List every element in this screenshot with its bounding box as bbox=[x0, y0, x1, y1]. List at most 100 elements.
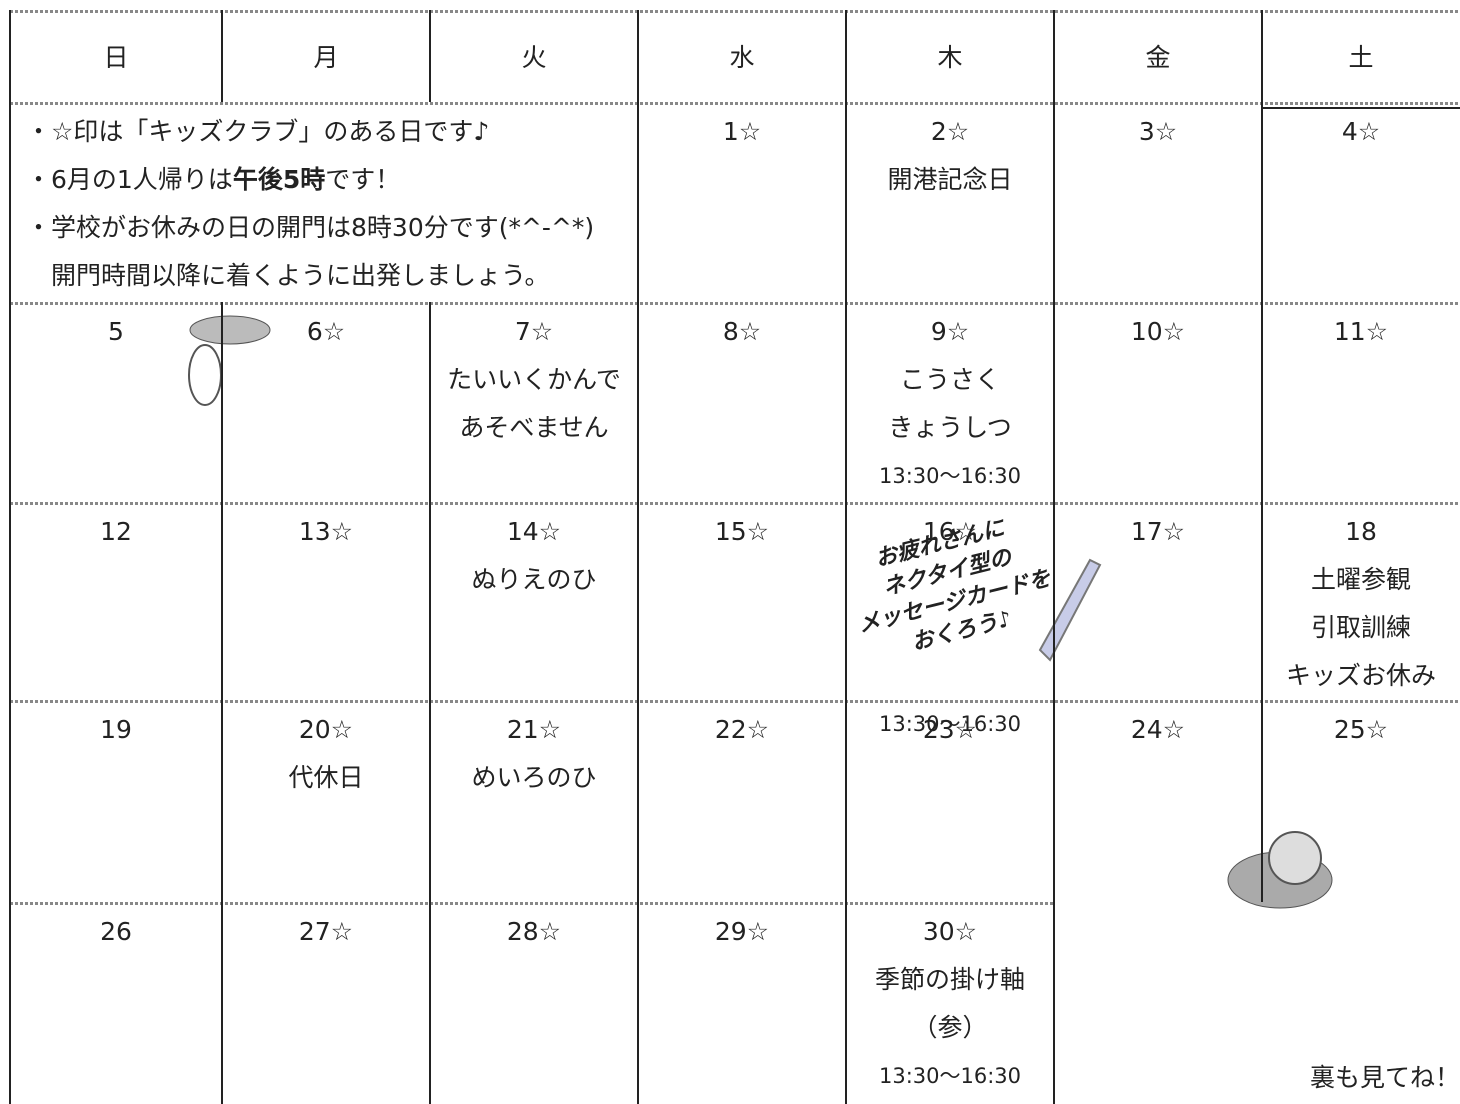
column-line bbox=[9, 302, 11, 502]
day-number: 5 bbox=[108, 317, 124, 346]
day-number: 3☆ bbox=[1138, 117, 1178, 146]
note-text: ・6月の1人帰りは bbox=[26, 165, 233, 194]
column-line bbox=[1053, 902, 1055, 1104]
column-line bbox=[221, 502, 223, 700]
weekday: 火 bbox=[521, 43, 547, 72]
row-line bbox=[10, 902, 1054, 905]
event-text: ぬりえのひ bbox=[471, 565, 597, 594]
day-number: 19 bbox=[100, 715, 132, 744]
event-text: （参） bbox=[912, 1013, 988, 1042]
day-number: 12 bbox=[100, 517, 132, 546]
day-number: 28☆ bbox=[506, 917, 562, 946]
day-number: 22☆ bbox=[714, 715, 770, 744]
column-line bbox=[637, 10, 639, 102]
column-line bbox=[429, 302, 431, 502]
weekday: 月 bbox=[313, 43, 339, 72]
day-number: 1☆ bbox=[722, 117, 762, 146]
column-line bbox=[9, 502, 11, 700]
column-line bbox=[845, 10, 847, 102]
day-number: 13☆ bbox=[298, 517, 354, 546]
column-line bbox=[637, 902, 639, 1104]
column-line bbox=[845, 700, 847, 902]
weekday: 日 bbox=[103, 43, 129, 72]
column-line bbox=[1261, 502, 1263, 700]
column-line bbox=[1261, 700, 1263, 902]
event-text: 開港記念日 bbox=[887, 165, 1013, 194]
column-line bbox=[221, 10, 223, 102]
weekday: 土 bbox=[1348, 43, 1374, 72]
note-line: ・6月の1人帰りは午後5時です！ bbox=[26, 158, 400, 202]
column-line bbox=[1261, 302, 1263, 502]
day-number: 6☆ bbox=[306, 317, 346, 346]
event-text: キッズお休み bbox=[1285, 661, 1436, 690]
column-line bbox=[9, 700, 11, 902]
day-number: 23☆ bbox=[922, 715, 978, 744]
column-line bbox=[845, 902, 847, 1104]
day-number: 26 bbox=[100, 917, 132, 946]
note-line: ・学校がお休みの日の開門は8時30分です(*^-^*) bbox=[26, 206, 594, 250]
column-line bbox=[221, 700, 223, 902]
note-text: ・☆印は「キッズクラブ」のある日です♪ bbox=[26, 117, 490, 146]
day-number: 20☆ bbox=[298, 715, 354, 744]
event-text: たいいくかんで bbox=[447, 365, 621, 394]
event-text: めいろのひ bbox=[471, 763, 597, 792]
day-number: 17☆ bbox=[1130, 517, 1186, 546]
event-text: 季節の掛け軸 bbox=[874, 965, 1025, 994]
note-text: です！ bbox=[325, 165, 401, 194]
row-line bbox=[10, 502, 1460, 505]
column-line bbox=[221, 302, 223, 502]
column-line bbox=[9, 10, 11, 102]
weekday: 金 bbox=[1145, 43, 1171, 72]
column-line bbox=[429, 10, 431, 102]
day-number: 7☆ bbox=[514, 317, 554, 346]
column-line bbox=[1053, 502, 1055, 700]
row-line bbox=[10, 700, 1460, 703]
column-line bbox=[637, 502, 639, 700]
note-line: ・☆印は「キッズクラブ」のある日です♪ bbox=[26, 110, 489, 154]
column-line bbox=[845, 302, 847, 502]
event-text: きょうしつ bbox=[888, 413, 1012, 442]
column-line bbox=[1053, 10, 1055, 102]
event-text: あそべません bbox=[459, 413, 609, 442]
weekday: 木 bbox=[937, 43, 963, 72]
column-line bbox=[1053, 302, 1055, 502]
day-number: 11☆ bbox=[1333, 317, 1389, 346]
column-line bbox=[637, 302, 639, 502]
weekday: 水 bbox=[729, 43, 755, 72]
column-line bbox=[221, 902, 223, 1104]
note-text: 午後5時 bbox=[232, 165, 326, 194]
event-text: 土曜参観 bbox=[1310, 565, 1411, 594]
row-line bbox=[10, 102, 1460, 105]
column-line bbox=[1053, 102, 1055, 302]
note-text: ・学校がお休みの日の開門は8時30分です(*^-^*) bbox=[26, 213, 595, 242]
day-number: 15☆ bbox=[714, 517, 770, 546]
event-text: こうさく bbox=[899, 365, 1000, 394]
day-number: 21☆ bbox=[506, 715, 562, 744]
note-text: 開門時間以降に着くように出発しましょう。 bbox=[26, 261, 550, 290]
column-line bbox=[1261, 102, 1263, 302]
row-line bbox=[10, 302, 1460, 305]
day-number: 4☆ bbox=[1341, 117, 1381, 146]
day-number: 27☆ bbox=[298, 917, 354, 946]
note-line: 開門時間以降に着くように出発しましょう。 bbox=[26, 254, 550, 298]
day-number: 14☆ bbox=[506, 517, 562, 546]
event-text: 代休日 bbox=[288, 763, 364, 792]
event-text: 13:30～16:30 bbox=[878, 464, 1022, 488]
column-line bbox=[429, 700, 431, 902]
day-number: 30☆ bbox=[922, 917, 978, 946]
day-number: 18 bbox=[1345, 517, 1377, 546]
day-number: 16☆ bbox=[922, 517, 978, 546]
column-line bbox=[637, 102, 639, 302]
column-line bbox=[9, 902, 11, 1104]
column-line bbox=[637, 700, 639, 902]
column-line bbox=[845, 102, 847, 302]
day-number: 10☆ bbox=[1130, 317, 1186, 346]
column-line bbox=[429, 502, 431, 700]
column-line bbox=[1261, 10, 1263, 102]
footer-note: 裏も見てね！ bbox=[1309, 1063, 1460, 1092]
day-number: 29☆ bbox=[714, 917, 770, 946]
column-line bbox=[845, 502, 847, 700]
column-line bbox=[429, 902, 431, 1104]
